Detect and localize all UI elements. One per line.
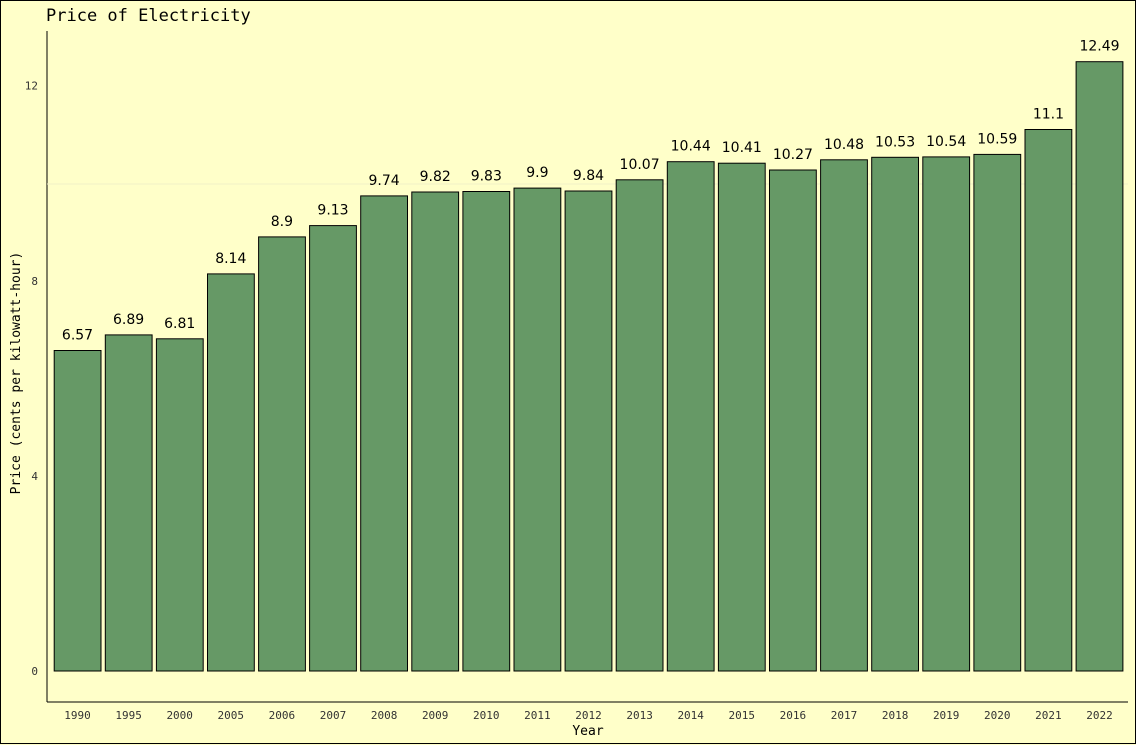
- x-tick-labels: 1990 1995 2000 2005 2006 2007 2008 2009 2010 2011…: [64, 709, 1113, 722]
- bar: [513, 187, 562, 672]
- bar: [820, 159, 868, 672]
- x-tick-label: 2012: [575, 709, 602, 722]
- bar: [1024, 129, 1073, 672]
- bar: [1075, 61, 1124, 672]
- x-tick-label: 2007: [320, 709, 347, 722]
- bar: [769, 169, 817, 672]
- bar: [155, 338, 204, 672]
- x-tick-label: 2009: [422, 709, 449, 722]
- bar-value-label: 9.74: [369, 173, 400, 189]
- x-tick-label: 2018: [882, 709, 909, 722]
- x-tick-label: 2013: [626, 709, 653, 722]
- bar-value-label: 10.59: [977, 131, 1017, 147]
- bar-value-label: 10.41: [722, 140, 762, 156]
- bar-value-label: 9.9: [526, 165, 548, 181]
- bar: [309, 225, 357, 672]
- bar: [462, 191, 511, 672]
- x-tick-label: 2022: [1086, 709, 1113, 722]
- x-tick-label: 2000: [166, 709, 193, 722]
- y-axis-label: Price (cents per kilowatt-hour): [9, 252, 24, 495]
- y-tick-label: 12: [25, 80, 38, 93]
- x-tick-label: 2020: [984, 709, 1011, 722]
- bar: [207, 273, 255, 672]
- x-tick-label: 2015: [729, 709, 756, 722]
- bar-value-label: 10.53: [875, 134, 915, 150]
- bar-value-label: 6.81: [164, 316, 195, 332]
- bar-value-label: 11.1: [1033, 107, 1064, 123]
- bar-value-label: 9.83: [471, 169, 502, 185]
- value-labels: 6.57 6.89 6.81 8.14 8.9 9.13 9.74 9.82 9.83 9.9 9.…: [62, 39, 1120, 344]
- x-tick-label: 2010: [473, 709, 500, 722]
- x-tick-label: 2014: [677, 709, 704, 722]
- bar: [104, 334, 153, 672]
- bar: [922, 156, 971, 672]
- bar: [258, 236, 306, 672]
- bar: [615, 179, 664, 672]
- x-tick-label: 2016: [780, 709, 807, 722]
- bar-value-label: 10.44: [671, 139, 711, 155]
- x-tick-label: 1990: [64, 709, 91, 722]
- x-tick-label: 2021: [1035, 709, 1062, 722]
- bar: [973, 153, 1022, 672]
- bar: [360, 195, 409, 672]
- bar-value-label: 12.49: [1079, 39, 1119, 55]
- bar-value-label: 8.14: [215, 251, 246, 267]
- y-tick-label: 8: [31, 275, 38, 288]
- y-tick-labels: 0 4 8 12: [25, 80, 39, 678]
- y-tick-label: 4: [31, 470, 38, 483]
- bar: [871, 156, 920, 672]
- x-tick-label: 2006: [269, 709, 296, 722]
- bar: [564, 190, 613, 672]
- y-tick-label: 0: [31, 665, 38, 678]
- bar: [411, 191, 460, 672]
- x-tick-label: 2017: [831, 709, 858, 722]
- bar-value-label: 8.9: [271, 214, 293, 230]
- x-tick-label: 2005: [218, 709, 245, 722]
- bar-value-label: 10.48: [824, 137, 864, 153]
- bar-value-label: 10.54: [926, 134, 966, 150]
- bar-value-label: 9.84: [573, 168, 604, 184]
- bar-value-label: 10.27: [773, 147, 813, 163]
- bars: [53, 61, 1124, 672]
- bar: [717, 162, 766, 672]
- x-axis-label: Year: [572, 724, 603, 739]
- bar-value-label: 9.13: [317, 203, 348, 219]
- x-tick-label: 2019: [933, 709, 960, 722]
- x-tick-label: 1995: [115, 709, 142, 722]
- bar: [666, 161, 715, 672]
- bar-value-label: 9.82: [420, 169, 451, 185]
- bar-value-label: 6.57: [62, 328, 93, 344]
- x-tick-label: 2008: [371, 709, 398, 722]
- bar-value-label: 10.07: [620, 157, 660, 173]
- bar-value-label: 6.89: [113, 312, 144, 328]
- chart-title: Price of Electricity: [46, 6, 251, 26]
- bar: [53, 350, 102, 672]
- x-tick-label: 2011: [524, 709, 551, 722]
